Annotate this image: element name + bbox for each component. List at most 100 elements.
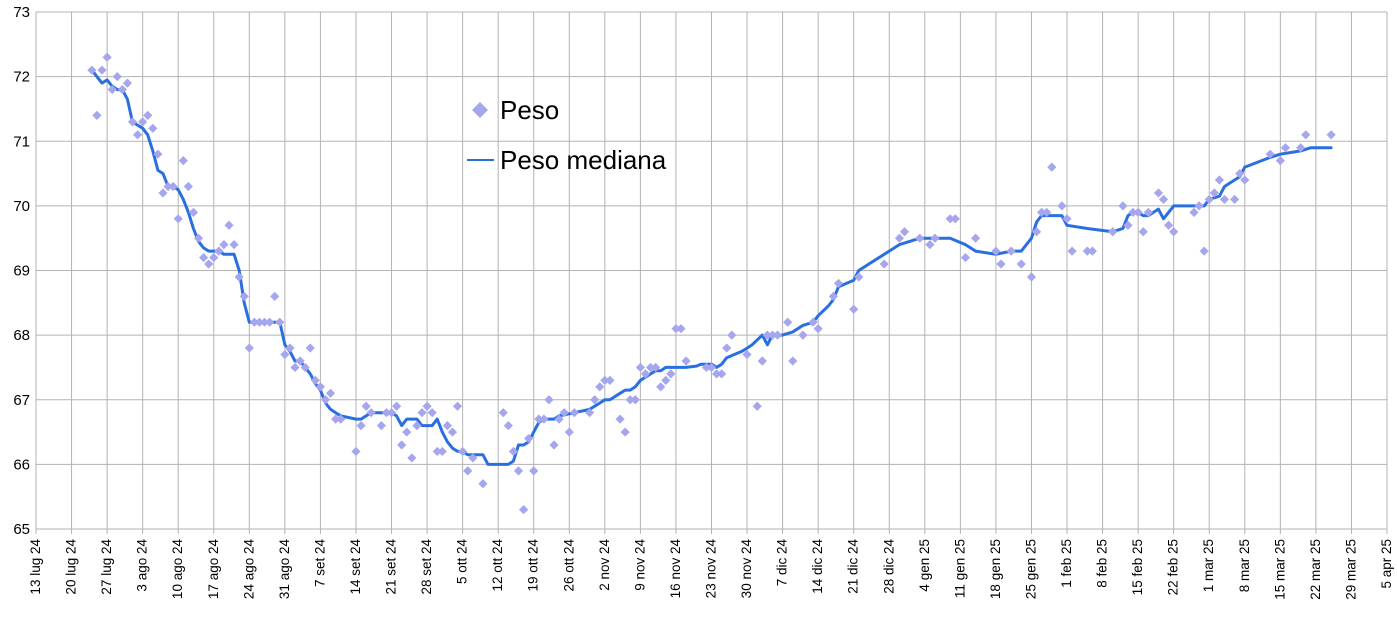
x-tick-label: 30 nov 24 bbox=[739, 539, 754, 599]
peso-point bbox=[564, 427, 574, 437]
peso-point bbox=[503, 421, 513, 431]
peso-point bbox=[366, 408, 376, 418]
peso-point bbox=[625, 395, 635, 405]
peso-point bbox=[498, 408, 508, 418]
peso-point bbox=[1265, 149, 1275, 159]
peso-point bbox=[651, 362, 661, 373]
peso-point bbox=[397, 440, 407, 450]
peso-point bbox=[305, 343, 315, 353]
peso-point bbox=[87, 65, 97, 75]
peso-point bbox=[671, 324, 681, 334]
peso-point bbox=[991, 246, 1001, 256]
peso-point bbox=[224, 220, 234, 230]
x-tick-label: 31 ago 24 bbox=[277, 539, 292, 600]
peso-point bbox=[1164, 220, 1174, 230]
peso-point bbox=[458, 446, 468, 457]
peso-point bbox=[615, 414, 625, 424]
peso-point bbox=[310, 375, 320, 385]
y-tick-label: 73 bbox=[13, 4, 30, 21]
peso-point bbox=[1153, 188, 1164, 198]
peso-point bbox=[960, 252, 971, 263]
peso-point bbox=[630, 395, 640, 405]
x-tick-label: 8 mar 25 bbox=[1237, 539, 1252, 592]
peso-point bbox=[1189, 207, 1199, 217]
peso-point bbox=[711, 369, 722, 379]
peso-point bbox=[407, 453, 417, 463]
peso-point bbox=[549, 440, 559, 450]
peso-point bbox=[1128, 207, 1138, 217]
peso-point bbox=[107, 84, 117, 95]
peso-point bbox=[717, 369, 727, 379]
peso-point bbox=[188, 207, 199, 217]
peso-point bbox=[239, 291, 249, 301]
peso-point bbox=[1037, 207, 1047, 217]
x-tick-label: 15 feb 25 bbox=[1130, 539, 1145, 595]
peso-point bbox=[1031, 227, 1042, 237]
peso-point bbox=[1042, 207, 1052, 217]
peso-point bbox=[1016, 259, 1026, 269]
peso-point bbox=[1219, 194, 1230, 205]
peso-point bbox=[290, 362, 300, 373]
x-tick-label: 22 mar 25 bbox=[1308, 539, 1323, 600]
peso-point bbox=[432, 446, 442, 457]
peso-point bbox=[452, 401, 463, 411]
peso-point bbox=[518, 505, 529, 515]
x-tick-label: 23 nov 24 bbox=[704, 539, 719, 599]
peso-point bbox=[315, 382, 326, 392]
x-tick-label: 25 gen 25 bbox=[1023, 539, 1038, 599]
x-tick-label: 14 dic 24 bbox=[810, 539, 825, 594]
peso-point bbox=[244, 343, 254, 353]
peso-point bbox=[1067, 246, 1077, 256]
x-tick-label: 5 apr 25 bbox=[1379, 539, 1394, 589]
peso-point bbox=[331, 414, 341, 424]
peso-point bbox=[569, 408, 579, 418]
peso-point bbox=[813, 324, 823, 334]
peso-point bbox=[97, 65, 107, 75]
peso-point bbox=[595, 382, 605, 392]
peso-point bbox=[1158, 194, 1169, 205]
x-tick-label: 17 ago 24 bbox=[206, 539, 221, 600]
x-tick-label: 21 set 24 bbox=[384, 539, 399, 595]
peso-point bbox=[468, 453, 478, 463]
peso-point bbox=[752, 401, 762, 411]
chart-axes bbox=[35, 12, 1388, 530]
peso-point bbox=[879, 259, 889, 269]
peso-point bbox=[971, 233, 981, 243]
peso-point bbox=[280, 349, 290, 360]
peso-point bbox=[915, 233, 925, 243]
peso-point bbox=[1235, 168, 1245, 179]
peso-point bbox=[742, 349, 752, 360]
peso-point bbox=[727, 330, 737, 340]
peso-point bbox=[381, 408, 392, 418]
peso-point bbox=[132, 130, 143, 140]
peso-point bbox=[325, 388, 336, 398]
peso-point bbox=[783, 317, 793, 327]
peso-point bbox=[295, 356, 305, 366]
peso-point bbox=[275, 317, 285, 327]
peso-point bbox=[833, 278, 844, 289]
peso-point bbox=[234, 272, 244, 282]
x-tick-label: 15 mar 25 bbox=[1272, 539, 1287, 600]
peso-point bbox=[849, 304, 859, 314]
peso-point bbox=[808, 317, 818, 327]
peso-point bbox=[590, 395, 600, 405]
peso-point bbox=[996, 259, 1006, 269]
peso-point bbox=[925, 240, 935, 250]
peso-point bbox=[585, 408, 595, 418]
peso-point bbox=[376, 421, 386, 431]
peso-point bbox=[229, 240, 239, 250]
peso-point bbox=[661, 375, 671, 385]
peso-point bbox=[656, 382, 666, 392]
chart-grid bbox=[35, 11, 1388, 534]
peso-point bbox=[1326, 130, 1336, 140]
peso-point bbox=[513, 466, 524, 476]
peso-point bbox=[1143, 207, 1153, 217]
legend-peso-mediana-label: Peso mediana bbox=[500, 145, 667, 175]
peso-point bbox=[437, 446, 447, 457]
peso-point bbox=[1138, 227, 1148, 237]
x-tick-label: 1 mar 25 bbox=[1201, 539, 1216, 592]
x-tick-label: 27 lug 24 bbox=[99, 539, 114, 595]
peso-point bbox=[666, 369, 676, 379]
peso-point bbox=[605, 375, 615, 385]
